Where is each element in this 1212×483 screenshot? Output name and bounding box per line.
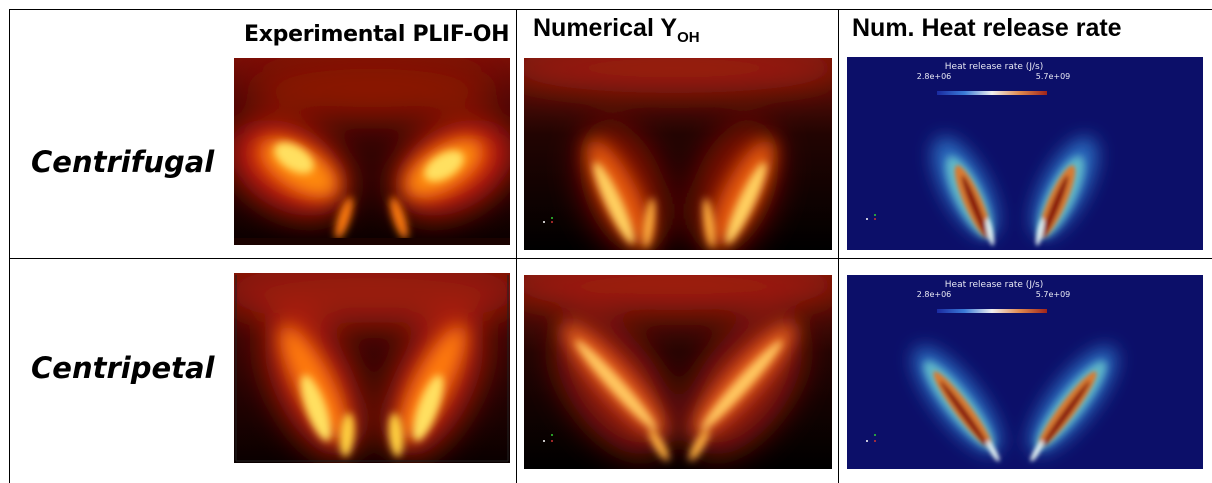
numerical-centrifugal-image [524,58,832,250]
heat-release-centrifugal-image: Heat release rate (J/s) 2.8e+06 5.7e+09 [847,57,1203,250]
colorbar-max-label: 5.7e+09 [1036,72,1071,81]
colorbar-title: Heat release rate (J/s) [945,62,1043,72]
row-label-centripetal: Centripetal [31,351,215,385]
colorbar [937,309,1047,313]
table-border-left [9,9,10,483]
colorbar-max-label: 5.7e+09 [1036,290,1071,299]
experimental-centripetal-image [234,273,510,463]
header-heat-release: Num. Heat release rate [852,14,1122,42]
colorbar [937,91,1047,95]
table-border-top [9,9,1212,10]
header-numerical: Numerical YOH [533,14,700,46]
colorbar-title: Heat release rate (J/s) [945,280,1043,290]
experimental-centrifugal-image [234,58,510,245]
colorbar-min-label: 2.8e+06 [917,72,952,81]
header-numerical-subscript: OH [677,29,700,46]
header-numerical-main: Numerical Y [533,14,678,42]
heat-release-centripetal-image: Heat release rate (J/s) 2.8e+06 5.7e+09 [847,275,1203,469]
numerical-centripetal-image [524,275,832,469]
table-col-divider-1 [516,9,517,483]
table-col-divider-2 [838,9,839,483]
colorbar-min-label: 2.8e+06 [917,290,952,299]
row-label-centrifugal: Centrifugal [31,145,215,179]
table-row-divider [9,258,1212,259]
header-experimental: Experimental PLIF-OH [244,22,510,47]
